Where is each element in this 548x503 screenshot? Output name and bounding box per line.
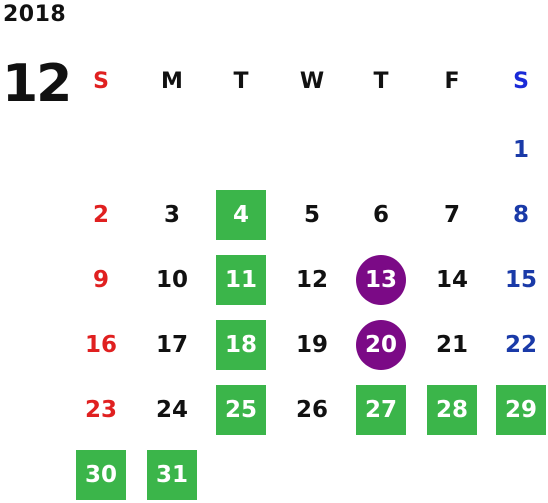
day-cell-18[interactable]: 18 — [216, 320, 266, 370]
day-cell-5[interactable]: 5 — [303, 202, 320, 228]
day-cell-10[interactable]: 10 — [155, 267, 188, 293]
day-cell-8[interactable]: 8 — [512, 202, 529, 228]
day-cell-16[interactable]: 16 — [84, 332, 117, 358]
day-cell-3[interactable]: 3 — [163, 202, 180, 228]
day-cell-1[interactable]: 1 — [512, 137, 529, 163]
day-cell-19[interactable]: 19 — [295, 332, 328, 358]
weekday-header-sunday: S — [93, 68, 109, 94]
year-label: 2018 — [3, 2, 67, 27]
weekday-header-wednesday: W — [299, 68, 325, 94]
day-cell-2[interactable]: 2 — [92, 202, 109, 228]
day-cell-13[interactable]: 13 — [356, 255, 406, 305]
day-cell-20[interactable]: 20 — [356, 320, 406, 370]
day-cell-21[interactable]: 21 — [435, 332, 468, 358]
day-cell-25[interactable]: 25 — [216, 385, 266, 435]
day-cell-11[interactable]: 11 — [216, 255, 266, 305]
day-cell-17[interactable]: 17 — [155, 332, 188, 358]
day-cell-27[interactable]: 27 — [356, 385, 406, 435]
day-cell-4[interactable]: 4 — [216, 190, 266, 240]
day-cell-14[interactable]: 14 — [435, 267, 468, 293]
day-cell-22[interactable]: 22 — [504, 332, 537, 358]
weekday-header-tuesday: T — [233, 68, 249, 94]
day-cell-7[interactable]: 7 — [443, 202, 460, 228]
day-cell-30[interactable]: 30 — [76, 450, 126, 500]
day-cell-12[interactable]: 12 — [295, 267, 328, 293]
weekday-header-monday: M — [161, 68, 183, 94]
day-cell-31[interactable]: 31 — [147, 450, 197, 500]
day-cell-28[interactable]: 28 — [427, 385, 477, 435]
day-cell-23[interactable]: 23 — [84, 397, 117, 423]
month-number: 12 — [2, 54, 72, 114]
day-cell-29[interactable]: 29 — [496, 385, 546, 435]
day-cell-26[interactable]: 26 — [295, 397, 328, 423]
day-cell-6[interactable]: 6 — [372, 202, 389, 228]
day-cell-9[interactable]: 9 — [92, 267, 109, 293]
weekday-header-saturday: S — [513, 68, 529, 94]
weekday-header-thursday: T — [373, 68, 389, 94]
day-cell-15[interactable]: 15 — [504, 267, 537, 293]
weekday-header-friday: F — [444, 68, 460, 94]
day-cell-24[interactable]: 24 — [155, 397, 188, 423]
